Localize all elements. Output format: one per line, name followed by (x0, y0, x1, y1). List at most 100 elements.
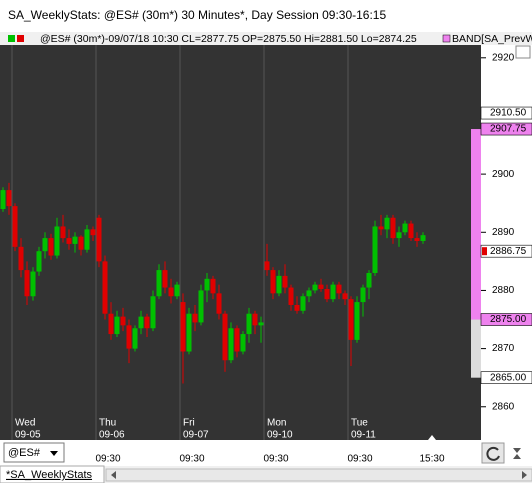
price-marker (480, 371, 532, 384)
candle-body (30, 271, 36, 297)
candle-body (276, 275, 282, 294)
y-tick-label: 2900 (492, 169, 515, 180)
window-title: SA_WeeklyStats: @ES# (30m*) 30 Minutes*,… (8, 8, 386, 22)
candle-body (42, 238, 48, 252)
tab[interactable] (0, 465, 105, 483)
y-tick-label: 2860 (492, 401, 515, 412)
candle-body (120, 316, 126, 326)
candle-body (126, 325, 132, 349)
day-weekday: Fri (183, 418, 195, 429)
candle-body (156, 270, 162, 297)
candle-body (312, 284, 318, 291)
candle-body (216, 293, 222, 314)
candle-body (246, 313, 252, 335)
last-price-flag (482, 247, 487, 256)
scroll-up[interactable] (513, 448, 521, 453)
candle-body (318, 284, 324, 289)
candle-body (132, 328, 138, 349)
candle-body (204, 278, 210, 291)
candle-body (36, 251, 42, 272)
candle-body (90, 229, 96, 236)
candle-body (300, 296, 306, 311)
band-lower (471, 319, 481, 378)
candle-body (222, 313, 228, 361)
candle-body (264, 261, 270, 271)
candle-body (78, 236, 84, 250)
candle-body (54, 226, 60, 256)
candle-body (150, 296, 156, 329)
candle-body (48, 238, 54, 256)
candle-body (396, 232, 402, 239)
symbol-dropdown[interactable] (3, 442, 65, 463)
time-label: 15:30 (419, 454, 444, 465)
candle-body (66, 238, 72, 244)
candle-body (96, 217, 102, 262)
candle-body (420, 235, 426, 242)
candle-body (408, 223, 414, 239)
day-date: 09-11 (351, 430, 376, 441)
candle-body (354, 302, 360, 340)
time-label: 09:30 (179, 454, 204, 465)
candle-body (210, 278, 216, 294)
candle-body (366, 272, 372, 288)
candle-body (384, 217, 390, 230)
band-upper (471, 129, 481, 320)
time-axis (0, 440, 532, 466)
candle-body (240, 334, 246, 352)
scroll-down[interactable] (513, 454, 521, 459)
candle-body (306, 290, 312, 297)
candle-body (324, 288, 330, 300)
candle-body (162, 270, 168, 288)
candle-body (192, 313, 198, 323)
candle-body (294, 304, 300, 311)
candle-body (114, 316, 120, 335)
candle-body (174, 284, 180, 297)
candle-body (228, 328, 234, 361)
candle-body (6, 190, 12, 207)
candle-body (102, 261, 108, 314)
candle-body (414, 238, 420, 242)
time-label: 09:30 (95, 454, 120, 465)
price-marker (480, 122, 532, 136)
plot-area (0, 45, 481, 440)
axis-corner-button[interactable] (515, 45, 531, 59)
candle-body (72, 236, 78, 244)
candle-body (258, 322, 264, 326)
h-scrollbar[interactable] (105, 468, 532, 482)
scroll-left[interactable] (111, 471, 116, 479)
price-marker (480, 106, 532, 120)
candle-body (0, 190, 6, 210)
day-date: 09-07 (183, 430, 209, 441)
day-weekday: Thu (99, 418, 116, 429)
header-indicator: BAND[SA_PrevW (452, 33, 532, 45)
candle-body (360, 287, 366, 303)
day-date: 09-06 (99, 430, 125, 441)
price-marker (480, 313, 532, 326)
candle-body (144, 316, 150, 329)
candle-body (108, 313, 114, 335)
candle-body (180, 302, 186, 352)
candle-body (60, 226, 66, 239)
y-tick-label: 2880 (492, 285, 515, 296)
candle-body (234, 328, 240, 352)
candle-body (186, 313, 192, 352)
candle-body (198, 290, 204, 323)
candle-body (84, 229, 90, 250)
candle-body (168, 287, 174, 297)
header-strip (0, 32, 532, 45)
day-weekday: Mon (267, 418, 286, 429)
price-marker-label: 2907.75 (490, 124, 527, 135)
legend-down (17, 35, 24, 42)
candle-body (378, 226, 384, 230)
price-marker-label: 2886.75 (490, 246, 527, 257)
candle-body (282, 275, 288, 288)
scroll-right[interactable] (522, 471, 527, 479)
time-marker (428, 435, 436, 440)
price-marker (480, 244, 532, 258)
candle-body (390, 217, 396, 239)
symbol-text: @ES# (8, 447, 41, 459)
title-bar (0, 0, 532, 32)
candle-body (24, 270, 30, 297)
time-label: 09:30 (347, 454, 372, 465)
